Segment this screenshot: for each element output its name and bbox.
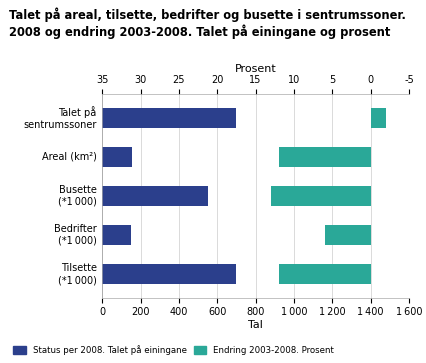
Text: Talet på areal, tilsette, bedrifter og busette i sentrumssoner.
2008 og endring : Talet på areal, tilsette, bedrifter og b… xyxy=(9,7,406,39)
Bar xyxy=(271,186,371,206)
X-axis label: Prosent: Prosent xyxy=(235,64,276,74)
Bar xyxy=(279,264,371,284)
Bar xyxy=(102,225,131,245)
Bar xyxy=(102,108,236,128)
Bar xyxy=(371,108,386,128)
Bar xyxy=(102,186,208,206)
Legend: Status per 2008. Talet på einingane, Endring 2003-2008. Prosent: Status per 2008. Talet på einingane, End… xyxy=(13,345,334,355)
Bar xyxy=(102,147,132,167)
Bar xyxy=(325,225,371,245)
X-axis label: Tal: Tal xyxy=(248,320,263,330)
Bar xyxy=(102,264,236,284)
Bar xyxy=(279,147,371,167)
